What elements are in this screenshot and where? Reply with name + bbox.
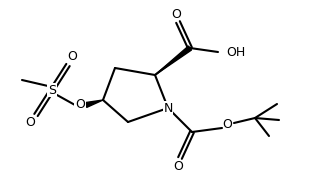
Text: O: O: [222, 118, 232, 132]
Text: OH: OH: [226, 45, 245, 59]
Text: O: O: [173, 160, 183, 174]
Text: O: O: [171, 8, 181, 20]
Text: O: O: [67, 50, 77, 63]
Polygon shape: [155, 46, 192, 75]
Polygon shape: [85, 100, 103, 107]
Text: O: O: [75, 98, 85, 112]
Text: N: N: [163, 102, 173, 114]
Text: O: O: [25, 116, 35, 130]
Text: S: S: [48, 84, 56, 96]
